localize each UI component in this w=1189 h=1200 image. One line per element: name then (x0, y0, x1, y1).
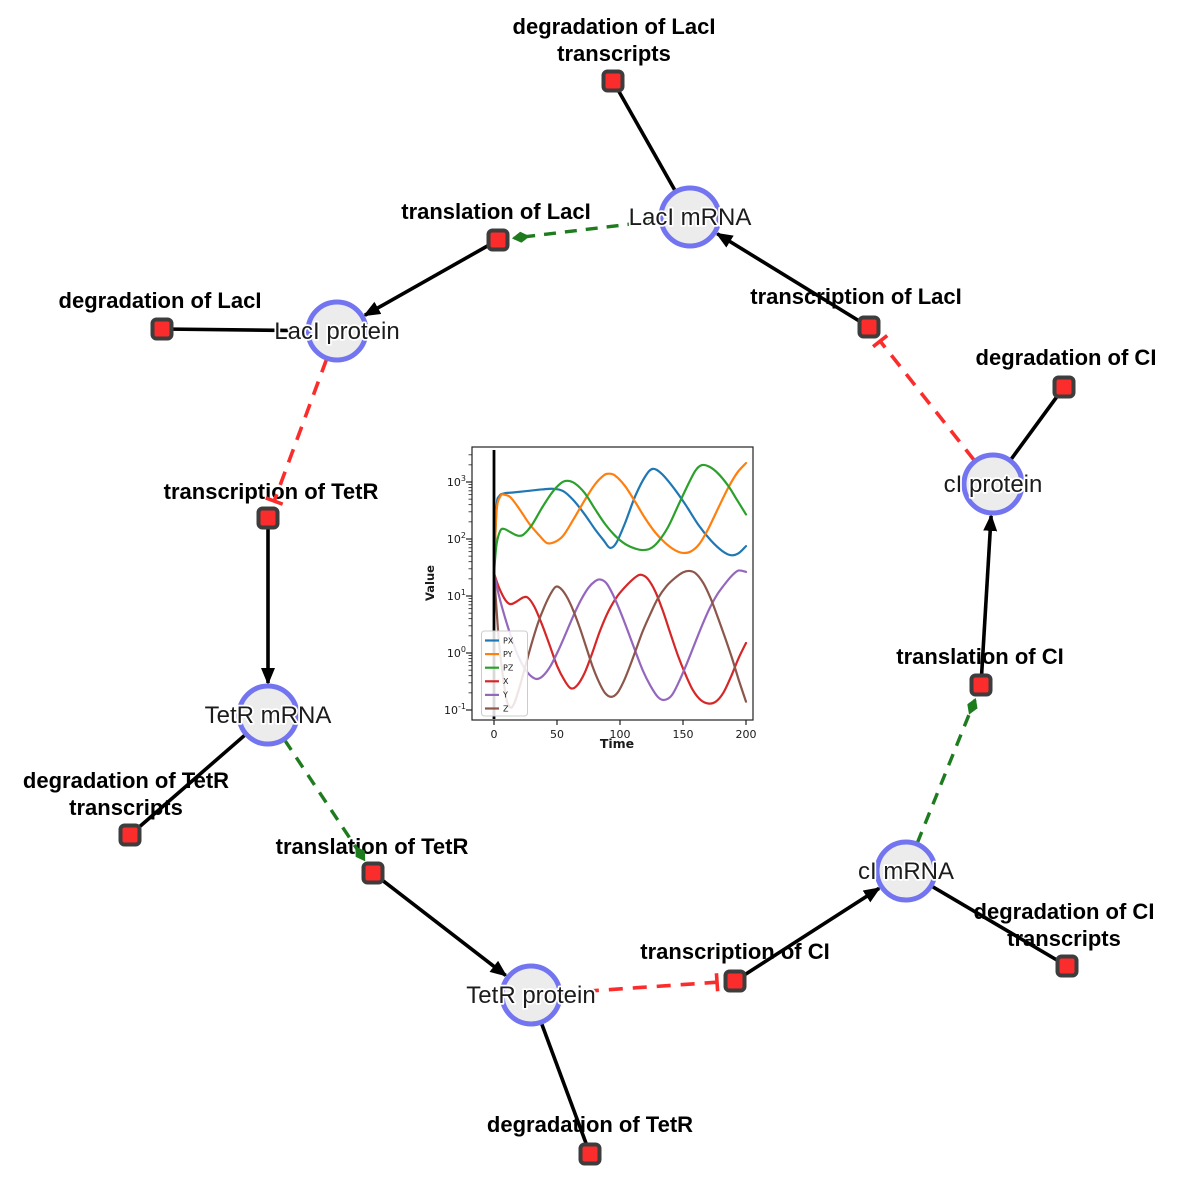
inset-chart: PX PY PZ XYZ 0 50 100 150 200 103 102 101 100 10-1 Tim… (423, 446, 757, 751)
y-tick-label: 102 (447, 531, 466, 546)
reaction-label-transl-ci: translation of CI (896, 644, 1063, 669)
x-tick-label: 100 (610, 728, 631, 741)
species-node-ci-protein[interactable] (961, 452, 1025, 516)
y-tick-label: 10-1 (444, 702, 466, 717)
series-line-px (492, 467, 748, 575)
edge-tx-laci-laci-mrna (715, 232, 870, 329)
edge-transl-ci-ci-protein (979, 513, 998, 686)
edge-tetr-mrna-transl-tetr (283, 739, 366, 862)
edge-transl-tetr-tetr-protein (371, 871, 508, 977)
series-line-pz (492, 463, 748, 575)
reaction-node-tx-laci[interactable] (857, 315, 881, 339)
reaction-label-deg-tetr-tx: transcripts (69, 795, 183, 820)
species-node-laci-protein[interactable] (305, 299, 369, 363)
reaction-label-deg-tetr: degradation of TetR (487, 1112, 693, 1137)
reaction-node-deg-tetr[interactable] (578, 1142, 602, 1166)
edges-layer (128, 80, 1068, 1155)
reaction-node-deg-laci-tx[interactable] (601, 69, 625, 93)
edge-ci-protein-tx-laci (878, 340, 976, 462)
reaction-node-transl-laci[interactable] (486, 228, 510, 252)
reaction-label-deg-laci: degradation of LacI (59, 288, 262, 313)
species-labels-layer: LacI mRNA LacI protein TetR mRNA TetR prote… (203, 202, 1044, 1011)
legend-label: PZ (503, 664, 514, 673)
edge-transl-laci-laci-protein (363, 238, 499, 317)
reaction-node-deg-laci[interactable] (150, 317, 174, 341)
edge-ci-mrna-deg-ci-tx (930, 884, 1068, 968)
reaction-label-deg-laci-tx: transcripts (557, 41, 671, 66)
edge-laci-mrna-deg-laci-tx (611, 80, 677, 192)
reaction-node-deg-tetr-tx[interactable] (118, 823, 142, 847)
chart-curves (492, 450, 748, 719)
inhibition-tbar-icon (265, 496, 284, 506)
edge-laci-protein-tx-tetr (272, 358, 329, 502)
series-line-y (492, 569, 748, 702)
species-node-tetr-protein[interactable] (499, 963, 563, 1027)
legend-label: Z (503, 704, 509, 713)
edge-ci-protein-deg-ci (1009, 385, 1066, 461)
x-tick-label: 200 (736, 728, 757, 741)
edge-tx-ci-ci-mrna (734, 886, 881, 983)
legend-label: PY (503, 650, 513, 659)
edge-tetr-protein-tx-ci (560, 980, 718, 995)
reaction-node-tx-ci[interactable] (723, 969, 747, 993)
reaction-label-deg-tetr-tx: degradation of TetR (23, 768, 229, 793)
species-label-ci-protein: cI protein (944, 471, 1043, 498)
legend-label: Y (502, 691, 508, 700)
nodes-layer (118, 69, 1079, 1166)
inhibition-tbar-icon (714, 973, 720, 992)
reaction-node-tx-tetr[interactable] (256, 506, 280, 530)
edge-ci-mrna-transl-ci (915, 697, 978, 844)
species-label-laci-protein: LacI protein (274, 318, 399, 345)
reaction-node-deg-ci[interactable] (1052, 375, 1076, 399)
series-line-py (492, 461, 748, 575)
species-node-ci-mrna[interactable] (874, 839, 938, 903)
x-tick-label: 150 (673, 728, 694, 741)
species-label-tetr-mrna: TetR mRNA (205, 702, 332, 729)
reaction-label-tx-laci: transcription of LacI (750, 284, 961, 309)
reaction-label-transl-tetr: translation of TetR (276, 834, 469, 859)
reaction-label-deg-ci: degradation of CI (976, 345, 1157, 370)
edge-laci-protein-deg-laci (161, 327, 308, 333)
species-node-tetr-mrna[interactable] (236, 683, 300, 747)
y-axis-label: Value (423, 565, 437, 601)
reaction-node-transl-ci[interactable] (969, 673, 993, 697)
legend-label: PX (503, 636, 514, 645)
species-label-ci-mrna: cI mRNA (858, 858, 954, 885)
edge-tetr-protein-deg-tetr (539, 1022, 592, 1155)
x-tick-label: 50 (550, 728, 564, 741)
reaction-node-deg-ci-tx[interactable] (1055, 954, 1079, 978)
reaction-label-tx-ci: transcription of CI (640, 939, 829, 964)
y-tick-label: 101 (447, 588, 466, 603)
y-tick-label: 103 (447, 474, 466, 489)
chart-legend: PX PY PZ XYZ (481, 630, 528, 717)
reaction-label-deg-laci-tx: degradation of LacI (513, 14, 716, 39)
reaction-label-transl-laci: translation of LacI (401, 199, 590, 224)
edge-tetr-mrna-deg-tetr-tx (128, 733, 247, 837)
reaction-label-deg-ci-tx: transcripts (1007, 926, 1121, 951)
reaction-node-transl-tetr[interactable] (361, 861, 385, 885)
y-tick-label: 100 (447, 645, 466, 660)
legend-label: X (503, 677, 509, 686)
edge-laci-mrna-transl-laci (511, 218, 661, 243)
species-label-tetr-protein: TetR protein (466, 982, 595, 1009)
species-node-laci-mrna[interactable] (658, 185, 722, 249)
x-axis-label: Time (600, 736, 634, 751)
chart-frame (471, 446, 754, 721)
species-label-laci-mrna: LacI mRNA (629, 204, 752, 231)
inhibition-tbar-icon (871, 334, 889, 349)
reaction-label-deg-ci-tx: degradation of CI (974, 899, 1155, 924)
series-line-x (492, 572, 748, 705)
x-tick-label: 0 (491, 728, 498, 741)
